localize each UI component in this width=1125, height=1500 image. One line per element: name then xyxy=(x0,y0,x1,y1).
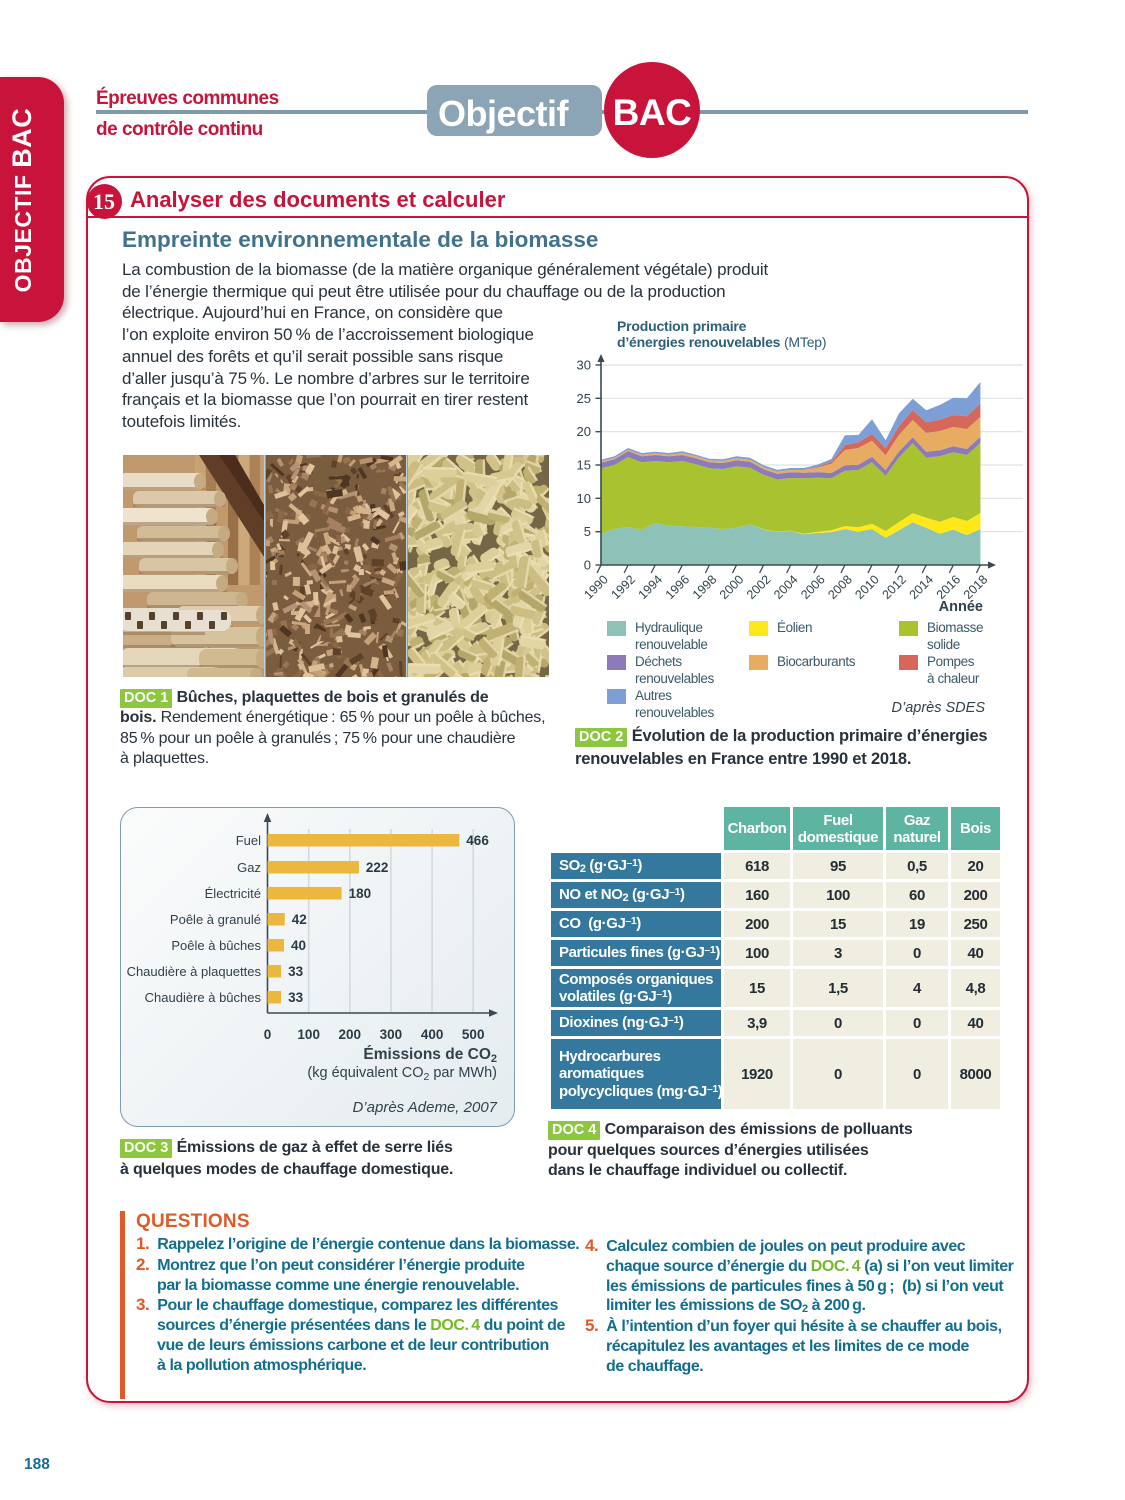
svg-text:1990: 1990 xyxy=(581,572,611,602)
svg-text:40: 40 xyxy=(291,938,306,953)
svg-text:466: 466 xyxy=(466,833,489,848)
svg-text:42: 42 xyxy=(292,912,307,927)
svg-text:222: 222 xyxy=(366,860,389,875)
svg-text:Électricité: Électricité xyxy=(205,886,261,901)
svg-text:Poêle à bûches: Poêle à bûches xyxy=(171,938,261,953)
svg-text:1992: 1992 xyxy=(608,572,638,602)
svg-text:20: 20 xyxy=(577,424,591,439)
svg-text:Année: Année xyxy=(939,599,983,615)
svg-text:Chaudière à bûches: Chaudière à bûches xyxy=(145,990,262,1005)
svg-text:1996: 1996 xyxy=(663,572,693,602)
svg-text:(kg équivalent CO2 par MWh): (kg équivalent CO2 par MWh) xyxy=(307,1065,497,1083)
svg-text:2002: 2002 xyxy=(744,572,774,602)
svg-text:2008: 2008 xyxy=(825,572,855,602)
svg-text:0: 0 xyxy=(584,558,591,573)
svg-text:2004: 2004 xyxy=(771,572,801,602)
svg-text:10: 10 xyxy=(577,491,591,506)
svg-text:2010: 2010 xyxy=(852,572,882,602)
svg-text:30: 30 xyxy=(577,358,591,373)
svg-text:2012: 2012 xyxy=(879,572,909,602)
svg-text:0: 0 xyxy=(264,1027,272,1042)
svg-text:33: 33 xyxy=(288,964,304,979)
svg-text:2016: 2016 xyxy=(934,572,964,602)
svg-text:5: 5 xyxy=(584,524,591,539)
svg-text:Poêle à granulé: Poêle à granulé xyxy=(170,912,261,927)
svg-text:1998: 1998 xyxy=(690,572,720,602)
svg-text:300: 300 xyxy=(380,1027,403,1042)
svg-text:2006: 2006 xyxy=(798,572,828,602)
svg-text:2014: 2014 xyxy=(907,572,937,602)
svg-text:15: 15 xyxy=(577,458,591,473)
svg-text:Émissions de CO2: Émissions de CO2 xyxy=(363,1046,497,1065)
svg-text:2000: 2000 xyxy=(717,572,747,602)
svg-text:Chaudière à plaquettes: Chaudière à plaquettes xyxy=(127,964,262,979)
svg-text:100: 100 xyxy=(297,1027,320,1042)
svg-text:180: 180 xyxy=(349,886,372,901)
svg-text:1994: 1994 xyxy=(636,572,666,602)
svg-text:400: 400 xyxy=(421,1027,444,1042)
svg-text:Gaz: Gaz xyxy=(237,860,261,875)
svg-text:200: 200 xyxy=(339,1027,362,1042)
svg-text:D’après Ademe, 2007: D’après Ademe, 2007 xyxy=(352,1099,497,1116)
svg-text:2018: 2018 xyxy=(961,572,991,602)
svg-text:500: 500 xyxy=(462,1027,485,1042)
svg-text:Fuel: Fuel xyxy=(236,833,261,848)
svg-text:25: 25 xyxy=(577,391,591,406)
svg-text:33: 33 xyxy=(288,990,304,1005)
